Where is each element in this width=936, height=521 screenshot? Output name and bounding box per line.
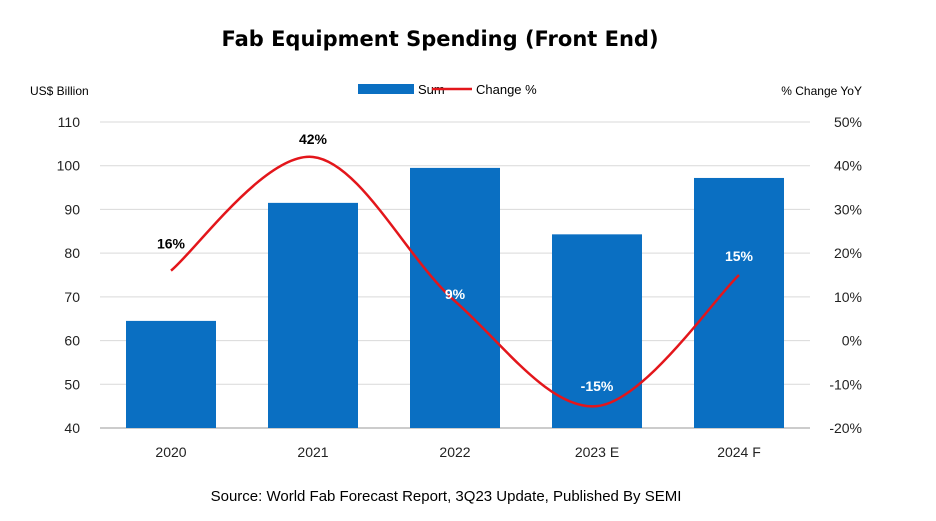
right-axis-tick-label: -10% (829, 376, 862, 392)
x-axis-tick-label: 2022 (439, 444, 470, 460)
right-axis-tick-label: 0% (842, 333, 862, 349)
left-axis-tick-label: 80 (64, 245, 80, 261)
x-axis-ticks: 2020 2021 2022 2023 E 2024 F (155, 444, 760, 460)
left-axis-unit-label: US$ Billion (30, 84, 89, 98)
bar (268, 202, 358, 428)
right-axis-ticks: 50% 40% 30% 20% 10% 0% -10% -20% (829, 114, 862, 436)
x-axis-tick-label: 2023 E (575, 444, 619, 460)
left-axis-tick-label: 110 (58, 114, 81, 130)
right-axis-tick-label: -20% (829, 420, 862, 436)
bar (552, 234, 642, 428)
bars-series-sum (126, 167, 784, 428)
right-axis-tick-label: 20% (834, 245, 862, 261)
left-axis-tick-label: 60 (64, 333, 80, 349)
legend-label-sum: Sum (418, 82, 445, 97)
bar (126, 320, 216, 428)
legend-swatch-sum (358, 84, 414, 94)
bar (694, 177, 784, 428)
left-axis-tick-label: 40 (64, 420, 80, 436)
left-axis-ticks: 110 100 90 80 70 60 50 40 (57, 114, 81, 436)
bar (410, 167, 500, 428)
change-data-label: -15% (581, 378, 614, 394)
source-note: Source: World Fab Forecast Report, 3Q23 … (211, 488, 682, 505)
left-axis-tick-label: 70 (64, 289, 80, 305)
x-axis-tick-label: 2020 (155, 444, 186, 460)
line-series-change (170, 155, 740, 408)
left-axis-tick-label: 100 (57, 158, 81, 174)
right-axis-tick-label: 30% (834, 201, 862, 217)
legend: Sum Change % (358, 82, 537, 97)
right-axis-tick-label: 40% (834, 158, 862, 174)
right-axis-tick-label: 50% (834, 114, 862, 130)
change-data-labels: 16% 42% 9% -15% 15% (157, 131, 754, 394)
left-axis-tick-label: 90 (64, 201, 80, 217)
left-axis-tick-label: 50 (64, 376, 80, 392)
x-axis-tick-label: 2024 F (717, 444, 761, 460)
right-axis-tick-label: 10% (834, 289, 862, 305)
change-line (170, 155, 740, 408)
chart-title: Fab Equipment Spending (Front End) (221, 27, 658, 51)
x-axis-tick-label: 2021 (297, 444, 328, 460)
change-data-label: 9% (445, 286, 466, 302)
change-data-label: 15% (725, 248, 754, 264)
change-data-label: 42% (299, 131, 328, 147)
legend-label-change: Change % (476, 82, 537, 97)
right-axis-unit-label: % Change YoY (781, 84, 862, 98)
change-data-label: 16% (157, 236, 186, 252)
